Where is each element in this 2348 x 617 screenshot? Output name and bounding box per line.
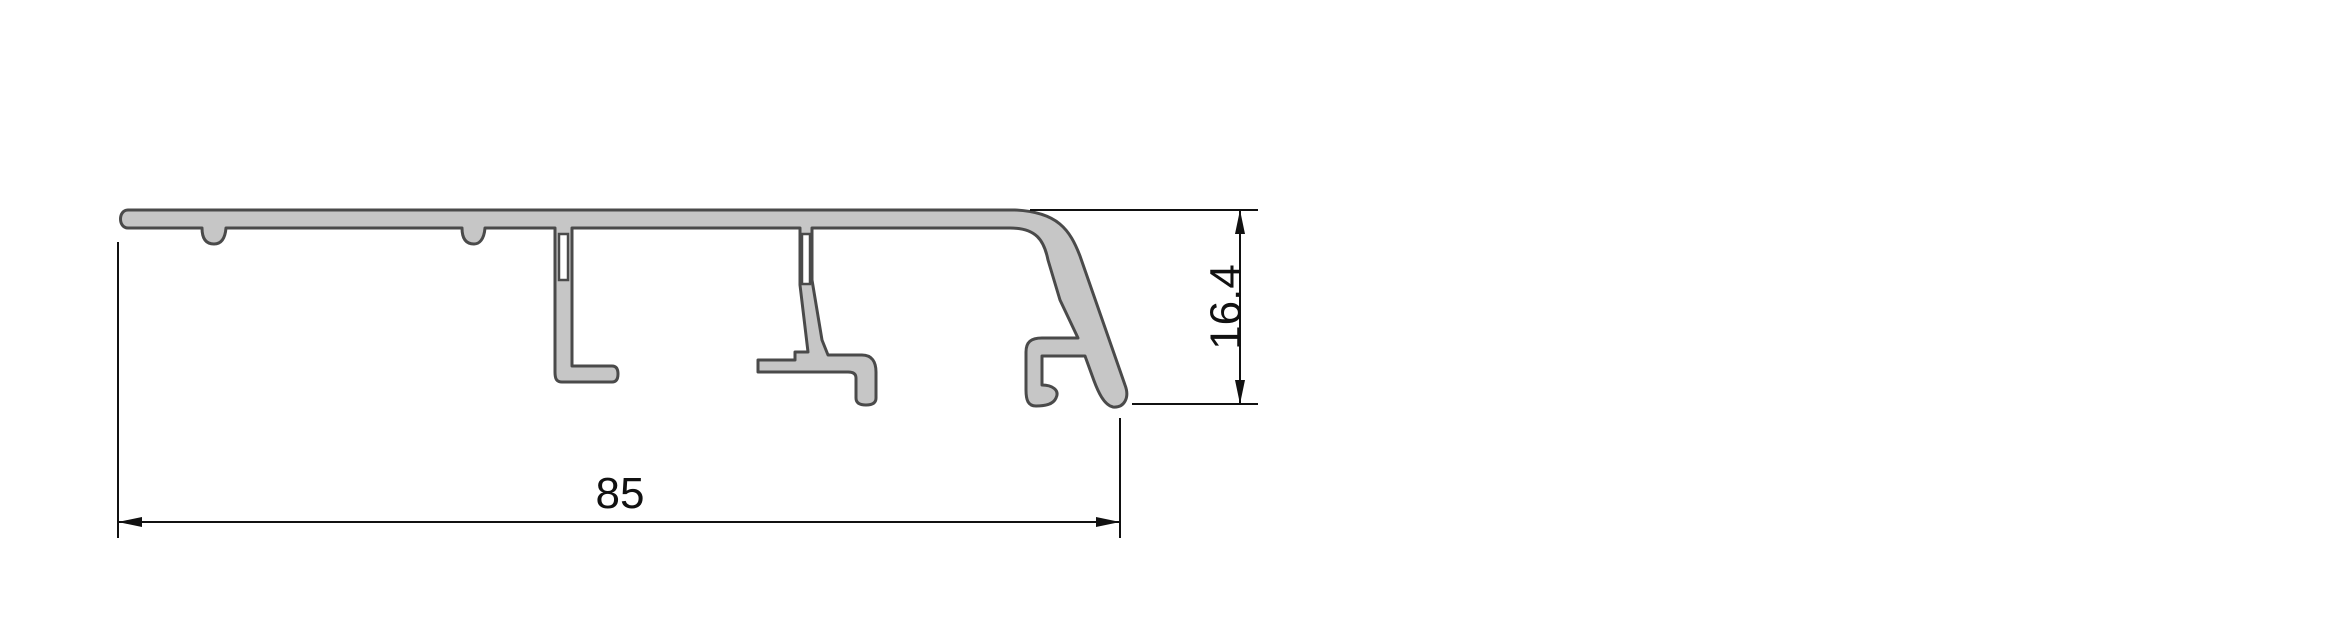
profile-body <box>119 208 1129 409</box>
height-dimension-label: 16.4 <box>1202 264 1251 350</box>
extrusion-profile <box>119 208 1129 409</box>
width-arrow-left <box>118 517 142 527</box>
width-dimension-label: 85 <box>596 469 645 518</box>
web-slot-left <box>557 232 570 282</box>
height-dimension <box>1030 209 1258 405</box>
height-arrow-top <box>1235 210 1245 234</box>
height-arrow-bottom <box>1235 380 1245 404</box>
width-dimension <box>117 242 1121 538</box>
width-arrow-right <box>1096 517 1120 527</box>
web-slot-middle <box>800 232 812 286</box>
